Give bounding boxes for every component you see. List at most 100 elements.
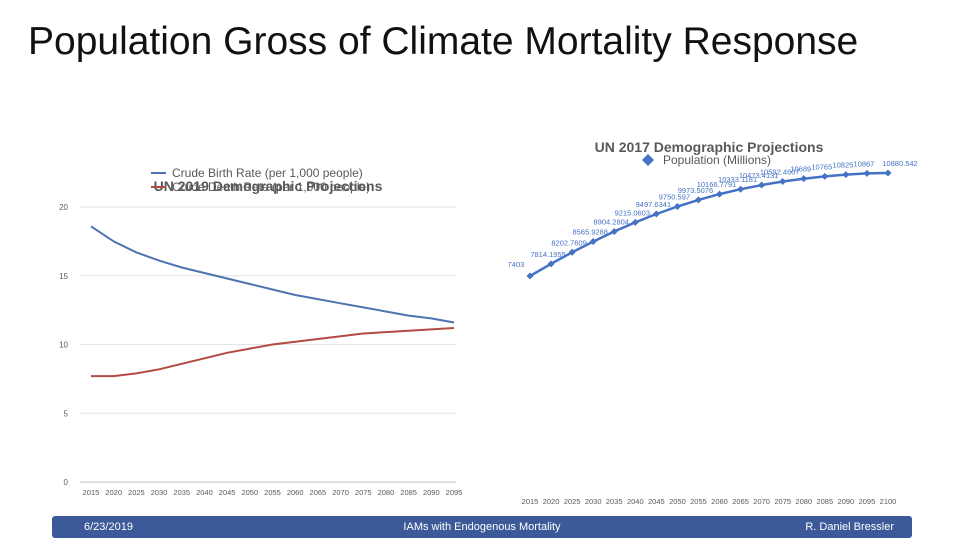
footer-author: R. Daniel Bressler — [805, 521, 894, 533]
population-data-label: 9973.5076 — [678, 186, 713, 195]
population-data-label: 8565.9288 — [572, 228, 607, 237]
population-data-label: 7814.1955 — [530, 250, 565, 259]
population-point — [589, 238, 597, 246]
population-data-label: 7403 — [508, 260, 525, 269]
right-chart-legend: Population (Millions) — [642, 153, 771, 167]
left-x-tick-label: 2060 — [287, 488, 304, 497]
right-legend-label: Population (Millions) — [663, 153, 771, 167]
population-data-label: 8904.2804 — [594, 218, 629, 227]
right-x-tick-label: 2055 — [690, 497, 707, 506]
right-x-tick-label: 2085 — [816, 497, 833, 506]
left-x-tick-label: 2070 — [332, 488, 349, 497]
population-point — [652, 210, 660, 218]
left-x-tick-label: 2020 — [105, 488, 122, 497]
population-point — [842, 171, 850, 179]
population-data-label: 10333.1181 — [718, 175, 757, 184]
right-x-tick-label: 2060 — [711, 497, 728, 506]
left-x-tick-label: 2035 — [173, 488, 190, 497]
left-y-tick-label: 20 — [59, 203, 68, 212]
right-chart-series — [529, 171, 889, 278]
right-x-tick-label: 2070 — [753, 497, 770, 506]
footer-bar: 6/23/2019 IAMs with Endogenous Mortality… — [52, 516, 912, 538]
right-x-tick-label: 2020 — [543, 497, 560, 506]
population-data-label: 10166.7791 — [697, 180, 737, 189]
population-line — [529, 171, 889, 278]
population-data-label: 9750.597 — [659, 192, 690, 201]
left-chart-legend: Crude Birth Rate (per 1,000 people)Crude… — [151, 166, 370, 194]
population-point — [800, 175, 808, 183]
population-data-label: 10765 — [811, 162, 832, 171]
left-x-tick-label: 2065 — [310, 488, 327, 497]
left-x-tick-label: 2030 — [151, 488, 168, 497]
slide-title: Population Gross of Climate Mortality Re… — [28, 20, 859, 63]
population-point — [737, 185, 745, 193]
left-y-tick-label: 0 — [64, 478, 69, 487]
right-chart-points — [526, 169, 892, 280]
right-x-tick-label: 2090 — [838, 497, 855, 506]
right-x-axis: 2015 2020 2025 2030 2035 2040 2045 2050 2055 2060… — [522, 497, 897, 506]
left-y-tick-label: 15 — [59, 272, 68, 281]
population-point — [758, 181, 766, 189]
left-chart-title: UN 2019 Demographic Projections — [154, 178, 383, 194]
left-series-line — [90, 225, 455, 324]
population-data-label: 10473.4131 — [739, 171, 779, 180]
right-x-tick-label: 2030 — [585, 497, 602, 506]
population-point — [631, 218, 639, 226]
footer-date: 6/23/2019 — [84, 521, 133, 533]
left-legend-label: Crude Death Rate (per 1,000 people) — [172, 180, 370, 194]
right-x-tick-label: 2065 — [732, 497, 749, 506]
left-x-tick-label: 2025 — [128, 488, 145, 497]
population-data-label: 10592.4607 — [760, 168, 800, 177]
left-x-tick-label: 2040 — [196, 488, 213, 497]
population-point — [863, 169, 871, 177]
population-point — [526, 272, 534, 280]
birth-death-rate-chart: UN 2019 Demographic Projections Crude Bi… — [59, 166, 462, 497]
right-x-tick-label: 2095 — [859, 497, 876, 506]
population-data-label: 9215.0603 — [615, 208, 650, 217]
population-point — [884, 169, 892, 177]
population-point — [821, 172, 829, 180]
population-point — [568, 248, 576, 256]
right-chart-data-labels: 7403 7814.1955 8202.76098565.92888904.2804… — [508, 159, 918, 269]
left-x-tick-label: 2055 — [264, 488, 281, 497]
left-x-tick-label: 2015 — [83, 488, 100, 497]
left-chart-series — [90, 225, 455, 378]
population-point — [673, 202, 681, 210]
right-x-tick-label: 2045 — [648, 497, 665, 506]
left-x-tick-label: 2080 — [378, 488, 395, 497]
left-series-line — [91, 327, 455, 378]
left-x-tick-label: 2050 — [241, 488, 258, 497]
left-x-axis: 2015 2020 2025 2030 2035 2040 2045 2050 2055 2060… — [83, 488, 463, 497]
population-chart: UN 2017 Demographic Projections Populati… — [508, 139, 918, 506]
right-x-tick-label: 2025 — [564, 497, 581, 506]
population-data-label: 8202.7609 — [551, 238, 586, 247]
population-point — [547, 260, 555, 268]
left-x-tick-label: 2095 — [446, 488, 463, 497]
population-point — [779, 178, 787, 186]
left-x-tick-label: 2085 — [400, 488, 417, 497]
left-legend-label: Crude Birth Rate (per 1,000 people) — [172, 166, 363, 180]
population-data-label: 10880.542 — [882, 159, 917, 168]
right-x-tick-label: 2040 — [627, 497, 644, 506]
left-y-axis: 0 5 10 15 20 — [59, 203, 68, 487]
population-point — [716, 190, 724, 198]
left-y-tick-label: 5 — [64, 409, 69, 418]
right-x-tick-label: 2075 — [774, 497, 791, 506]
left-x-tick-label: 2090 — [423, 488, 440, 497]
population-data-label: 10689 — [790, 165, 811, 174]
population-data-label: 10867 — [854, 159, 875, 168]
right-x-tick-label: 2035 — [606, 497, 623, 506]
right-x-tick-label: 2100 — [880, 497, 897, 506]
left-x-tick-label: 2045 — [219, 488, 236, 497]
right-x-tick-label: 2050 — [669, 497, 686, 506]
right-x-tick-label: 2080 — [795, 497, 812, 506]
right-legend-swatch — [642, 154, 654, 166]
right-chart-title: UN 2017 Demographic Projections — [595, 139, 824, 155]
left-y-tick-label: 10 — [59, 341, 68, 350]
population-point — [694, 196, 702, 204]
footer-center-text: IAMs with Endogenous Mortality — [403, 521, 561, 533]
population-data-label: 9497.6341 — [636, 200, 671, 209]
left-x-tick-label: 2075 — [355, 488, 372, 497]
population-data-label: 10825 — [832, 161, 853, 170]
